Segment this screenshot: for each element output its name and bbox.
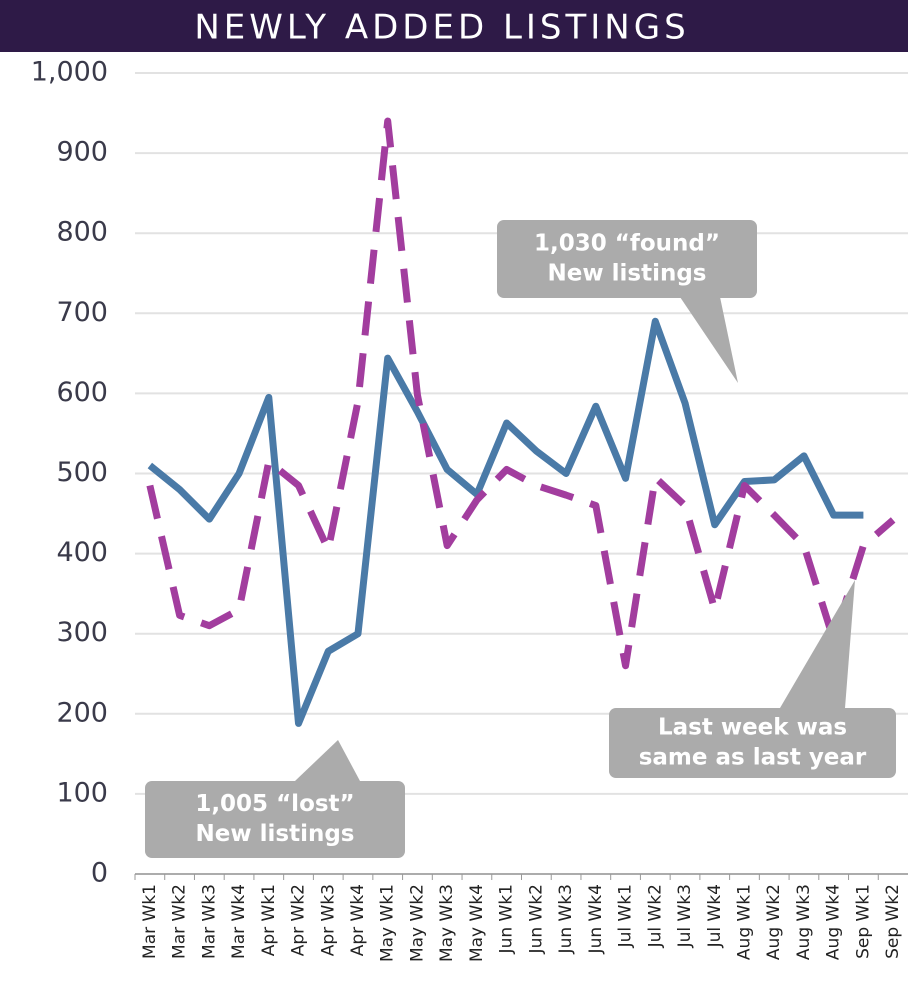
callout-pointer: [780, 580, 855, 708]
x-tick-label: Aug Wk3: [794, 884, 814, 960]
series-line: [146, 117, 896, 670]
y-tick-label: 800: [56, 217, 108, 248]
x-tick-label: Sep Wk2: [883, 884, 903, 959]
x-tick-label: Jul Wk3: [675, 884, 695, 948]
y-tick-label: 100: [56, 777, 108, 808]
series-line: [147, 317, 864, 727]
callout-text: Last week was: [658, 715, 847, 741]
x-tick-label: May Wk3: [437, 884, 457, 962]
x-tick-label: May Wk4: [467, 884, 487, 962]
callout-box: [145, 781, 405, 858]
x-tick-label: Jul Wk4: [705, 884, 725, 948]
y-tick-label: 1,000: [31, 57, 108, 88]
x-tick-label: Mar Wk3: [199, 884, 219, 959]
x-tick-label: Mar Wk4: [229, 884, 249, 959]
callout-box: [497, 220, 757, 298]
x-tick-label: Mar Wk1: [140, 884, 160, 959]
title-bar: [0, 0, 908, 52]
chart-title: NEWLY ADDED LISTINGS: [194, 8, 689, 48]
x-tick-label: Aug Wk4: [824, 884, 844, 960]
callout-pointer: [680, 297, 738, 383]
y-tick-label: 0: [91, 858, 108, 889]
x-tick-label: Aug Wk2: [764, 884, 784, 960]
x-tick-label: Jun Wk2: [526, 884, 546, 954]
callout: 1,030 “found” New listings: [497, 220, 757, 383]
x-tick-label: Apr Wk3: [318, 884, 338, 956]
x-tick-label: Apr Wk1: [259, 884, 279, 956]
callout-pointer: [295, 740, 360, 781]
y-tick-label: 500: [56, 457, 108, 488]
x-tick-label: Mar Wk2: [170, 884, 190, 959]
x-tick-label: May Wk2: [407, 884, 427, 962]
callout: Last week was same as last year: [609, 580, 896, 778]
x-tick-label: Sep Wk1: [853, 884, 873, 959]
callout-text: 1,030 “found”: [534, 231, 720, 257]
y-tick-label: 300: [56, 617, 108, 648]
x-tick-label: Jun Wk4: [586, 884, 606, 954]
callout-text: New listings: [548, 261, 707, 287]
y-tick-label: 600: [56, 377, 108, 408]
callout: 1,005 “lost” New listings: [145, 740, 405, 858]
x-tick-label: May Wk1: [378, 884, 398, 962]
x-tick-label: Jun Wk3: [556, 884, 576, 954]
x-tick-label: Jul Wk1: [616, 884, 636, 948]
x-tick-label: Aug Wk1: [734, 884, 754, 960]
y-tick-label: 200: [56, 697, 108, 728]
x-tick-label: Apr Wk2: [289, 884, 309, 956]
callout-box: [609, 708, 896, 778]
x-tick-label: Jun Wk1: [497, 884, 517, 954]
y-tick-label: 700: [56, 297, 108, 328]
y-tick-label: 900: [56, 137, 108, 168]
y-tick-label: 400: [56, 537, 108, 568]
callout-text: 1,005 “lost”: [195, 791, 354, 817]
callout-text: same as last year: [639, 745, 867, 771]
callout-text: New listings: [196, 821, 355, 847]
x-tick-label: Jul Wk2: [645, 884, 665, 948]
x-tick-label: Apr Wk4: [348, 884, 368, 956]
